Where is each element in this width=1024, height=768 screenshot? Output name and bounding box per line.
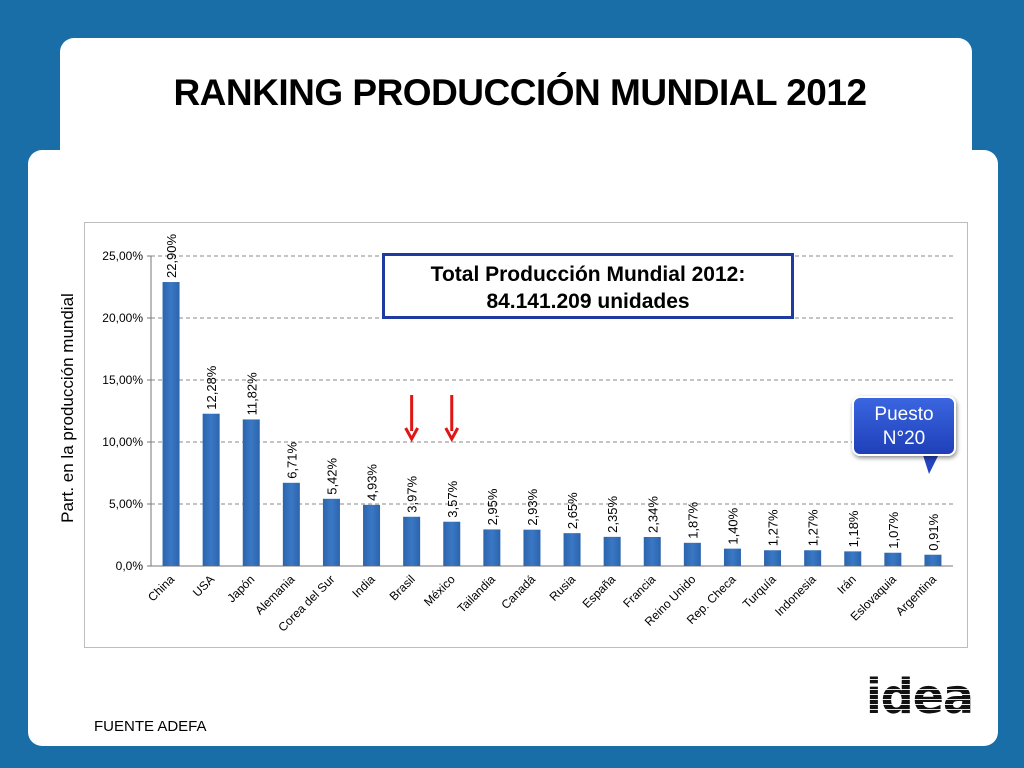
bar-reino-unido	[683, 542, 701, 566]
highlight-arrow-head	[404, 427, 419, 443]
bar-alemania	[282, 482, 300, 566]
bar-españa	[603, 536, 621, 566]
chart-frame: 0,0% 5,00% 10,00% 15,00% 20,00% 25,00% 22,90% C…	[84, 222, 968, 648]
bar-value-label: 3,97%	[405, 475, 420, 512]
bar-turquía	[764, 550, 782, 566]
total-production-line1: Total Producción Mundial 2012:	[430, 263, 746, 286]
x-category-label: Tailandia	[455, 572, 499, 616]
x-category-label: México	[421, 572, 458, 609]
slide-title: RANKING PRODUCCIÓN MUNDIAL 2012	[173, 72, 867, 113]
x-category-label: España	[580, 572, 619, 611]
idea-logo: idea	[866, 667, 974, 725]
x-category-label: Argentina	[893, 572, 939, 618]
bar-japón	[242, 419, 260, 566]
y-tick-label: 25,00%	[102, 249, 143, 263]
x-category-label: Turquía	[740, 572, 779, 611]
y-tick-label: 5,00%	[109, 497, 143, 511]
bar-value-label: 2,35%	[605, 496, 620, 533]
bar-value-label: 22,90%	[164, 234, 179, 279]
bar-value-label: 1,27%	[766, 509, 781, 546]
total-production-line2: 84.141.209 unidades	[486, 290, 690, 313]
bar-india	[363, 504, 381, 566]
bar-méxico	[443, 521, 461, 566]
bar-value-label: 4,93%	[365, 464, 380, 501]
bar-value-label: 5,42%	[324, 457, 339, 494]
rank-callout-line1: Puesto	[874, 404, 934, 425]
x-category-label: Canadá	[498, 572, 538, 612]
x-category-label: India	[349, 572, 378, 601]
bar-brasil	[403, 516, 421, 566]
bar-value-label: 2,65%	[565, 492, 580, 529]
bar-rusia	[563, 533, 581, 566]
x-category-label: Rusia	[547, 572, 579, 604]
bar-china	[162, 282, 180, 566]
rank-callout: Puesto N°20	[852, 396, 956, 456]
bar-usa	[202, 413, 220, 566]
y-tick-label: 10,00%	[102, 435, 143, 449]
y-axis-label: Part. en la producción mundial	[58, 293, 77, 523]
bar-corea-del-sur	[322, 498, 340, 566]
total-production-box: Total Producción Mundial 2012: 84.141.20…	[382, 253, 794, 319]
y-tick-label: 15,00%	[102, 373, 143, 387]
bar-argentina	[924, 554, 942, 566]
bar-value-label: 11,82%	[244, 372, 259, 416]
source-note: FUENTE ADEFA	[94, 718, 207, 735]
x-category-label: Japón	[224, 572, 257, 605]
bar-eslovaquia	[884, 552, 902, 566]
bar-indonesia	[804, 550, 822, 566]
bar-value-label: 2,93%	[525, 488, 540, 525]
x-category-label: Francia	[620, 572, 658, 610]
bar-value-label: 3,57%	[445, 480, 460, 517]
rank-callout-line2: N°20	[882, 428, 926, 449]
highlight-arrow-head	[444, 427, 460, 443]
y-tick-label: 20,00%	[102, 311, 143, 325]
bar-value-label: 1,07%	[886, 511, 901, 548]
x-category-label: Indonesia	[772, 572, 819, 619]
bar-value-label: 1,40%	[725, 507, 740, 544]
bar-value-label: 2,34%	[645, 496, 660, 533]
bar-chart: 0,0% 5,00% 10,00% 15,00% 20,00% 25,00% 22,90% C…	[102, 234, 953, 634]
bar-rep-checa	[723, 548, 741, 566]
bar-value-label: 0,91%	[926, 513, 941, 550]
bar-value-label: 1,18%	[846, 510, 861, 547]
bar-value-label: 12,28%	[204, 365, 219, 410]
x-category-label: Brasil	[387, 572, 418, 603]
bar-value-label: 1,87%	[685, 502, 700, 539]
y-tick-label: 0,0%	[116, 559, 144, 573]
x-category-label: China	[145, 572, 177, 604]
callout-tail	[922, 452, 940, 474]
bar-tailandia	[483, 529, 501, 566]
bar-francia	[643, 536, 661, 566]
bar-canadá	[523, 529, 541, 566]
x-category-label: Irán	[834, 572, 859, 597]
bar-value-label: 6,71%	[284, 441, 299, 478]
bar-value-label: 1,27%	[806, 509, 821, 546]
x-category-label: USA	[190, 572, 217, 599]
bar-value-label: 2,95%	[485, 488, 500, 525]
bar-irán	[844, 551, 862, 566]
